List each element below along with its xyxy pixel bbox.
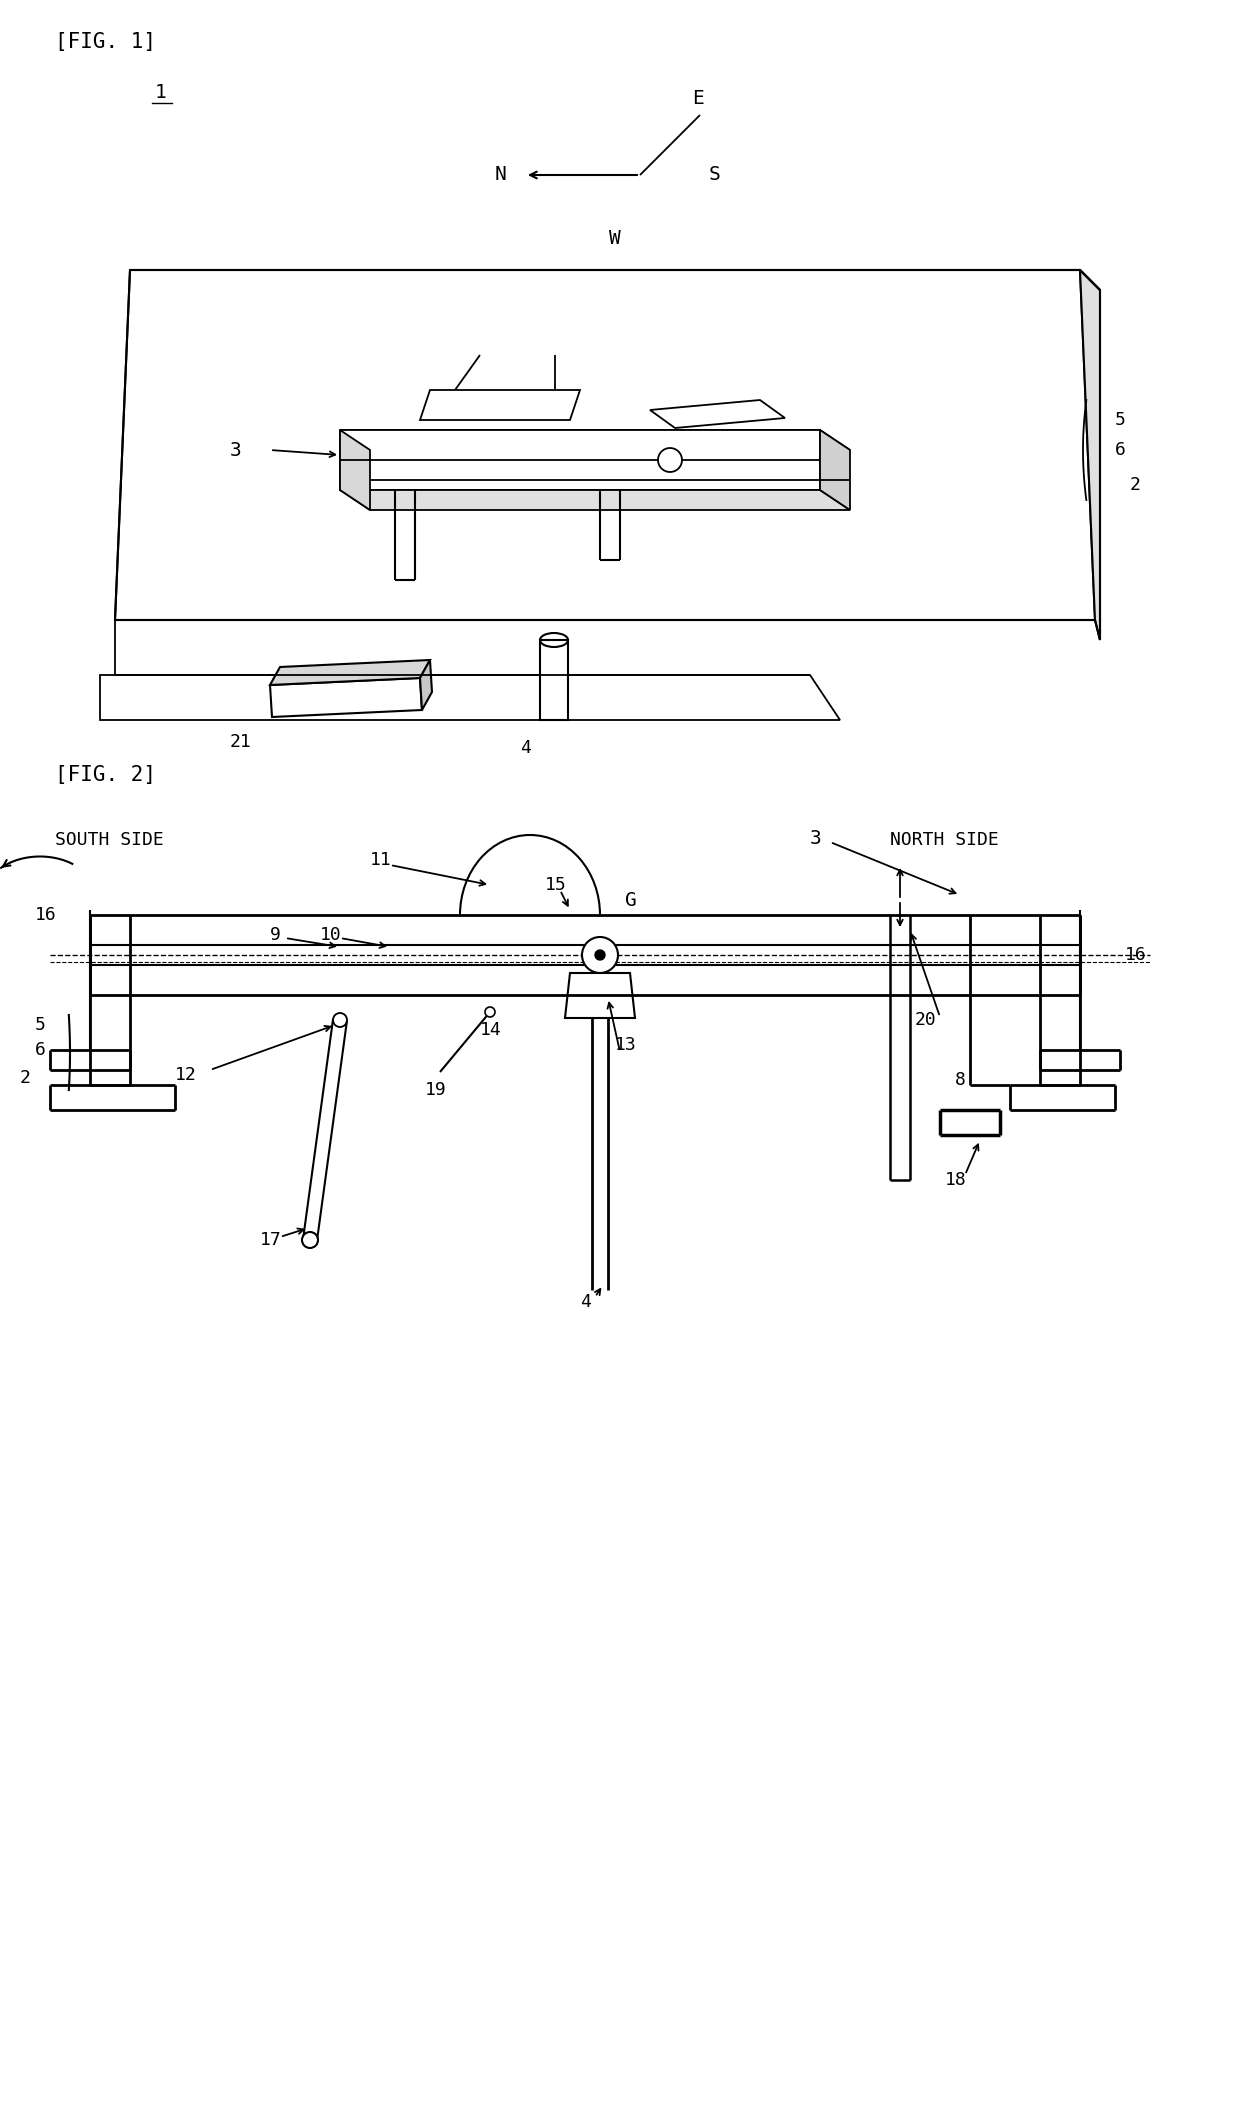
- Text: 14: 14: [480, 1021, 502, 1038]
- Polygon shape: [420, 390, 580, 420]
- Polygon shape: [340, 430, 820, 490]
- Text: 15: 15: [546, 876, 567, 895]
- Polygon shape: [270, 660, 430, 686]
- Text: 16: 16: [35, 905, 57, 924]
- Text: E: E: [692, 89, 704, 108]
- Polygon shape: [115, 270, 1095, 620]
- Text: 17: 17: [260, 1230, 281, 1249]
- Text: [FIG. 1]: [FIG. 1]: [55, 32, 156, 53]
- Circle shape: [303, 1232, 317, 1247]
- Text: 10: 10: [320, 926, 342, 943]
- Circle shape: [595, 950, 605, 960]
- Text: 3: 3: [229, 441, 242, 460]
- Polygon shape: [340, 430, 849, 449]
- Text: 9: 9: [270, 926, 281, 943]
- Polygon shape: [820, 430, 849, 511]
- Text: 16: 16: [1125, 945, 1147, 964]
- Text: 8: 8: [955, 1072, 966, 1089]
- Polygon shape: [340, 430, 370, 511]
- Text: 21: 21: [229, 732, 252, 751]
- Text: W: W: [609, 228, 621, 247]
- Text: 4: 4: [520, 738, 531, 757]
- Circle shape: [658, 447, 682, 473]
- Text: 5: 5: [1115, 411, 1126, 428]
- Text: G: G: [625, 890, 637, 909]
- Text: S: S: [709, 165, 720, 184]
- Text: 19: 19: [425, 1080, 446, 1099]
- Polygon shape: [1080, 270, 1100, 639]
- Polygon shape: [100, 675, 839, 720]
- Polygon shape: [340, 490, 849, 511]
- Text: 3: 3: [810, 829, 822, 848]
- Polygon shape: [565, 973, 635, 1017]
- Circle shape: [334, 1013, 347, 1028]
- Text: 20: 20: [915, 1011, 936, 1030]
- Text: 2: 2: [20, 1070, 31, 1087]
- Text: 6: 6: [35, 1040, 46, 1059]
- Text: 5: 5: [35, 1017, 46, 1034]
- Text: 18: 18: [945, 1171, 967, 1190]
- Polygon shape: [270, 677, 422, 717]
- Text: 2: 2: [1130, 477, 1141, 494]
- Text: [FIG. 2]: [FIG. 2]: [55, 766, 156, 785]
- Text: N: N: [494, 165, 506, 184]
- Polygon shape: [420, 660, 432, 709]
- Circle shape: [582, 937, 618, 973]
- Text: 6: 6: [1115, 441, 1126, 460]
- Text: 11: 11: [370, 850, 392, 869]
- Text: 1: 1: [155, 82, 166, 101]
- Text: 13: 13: [615, 1036, 637, 1055]
- Text: 12: 12: [175, 1066, 197, 1085]
- Text: NORTH SIDE: NORTH SIDE: [890, 831, 998, 848]
- Circle shape: [485, 1006, 495, 1017]
- Polygon shape: [539, 639, 568, 720]
- Text: SOUTH SIDE: SOUTH SIDE: [55, 831, 164, 848]
- Text: 4: 4: [580, 1293, 591, 1310]
- Polygon shape: [650, 401, 785, 428]
